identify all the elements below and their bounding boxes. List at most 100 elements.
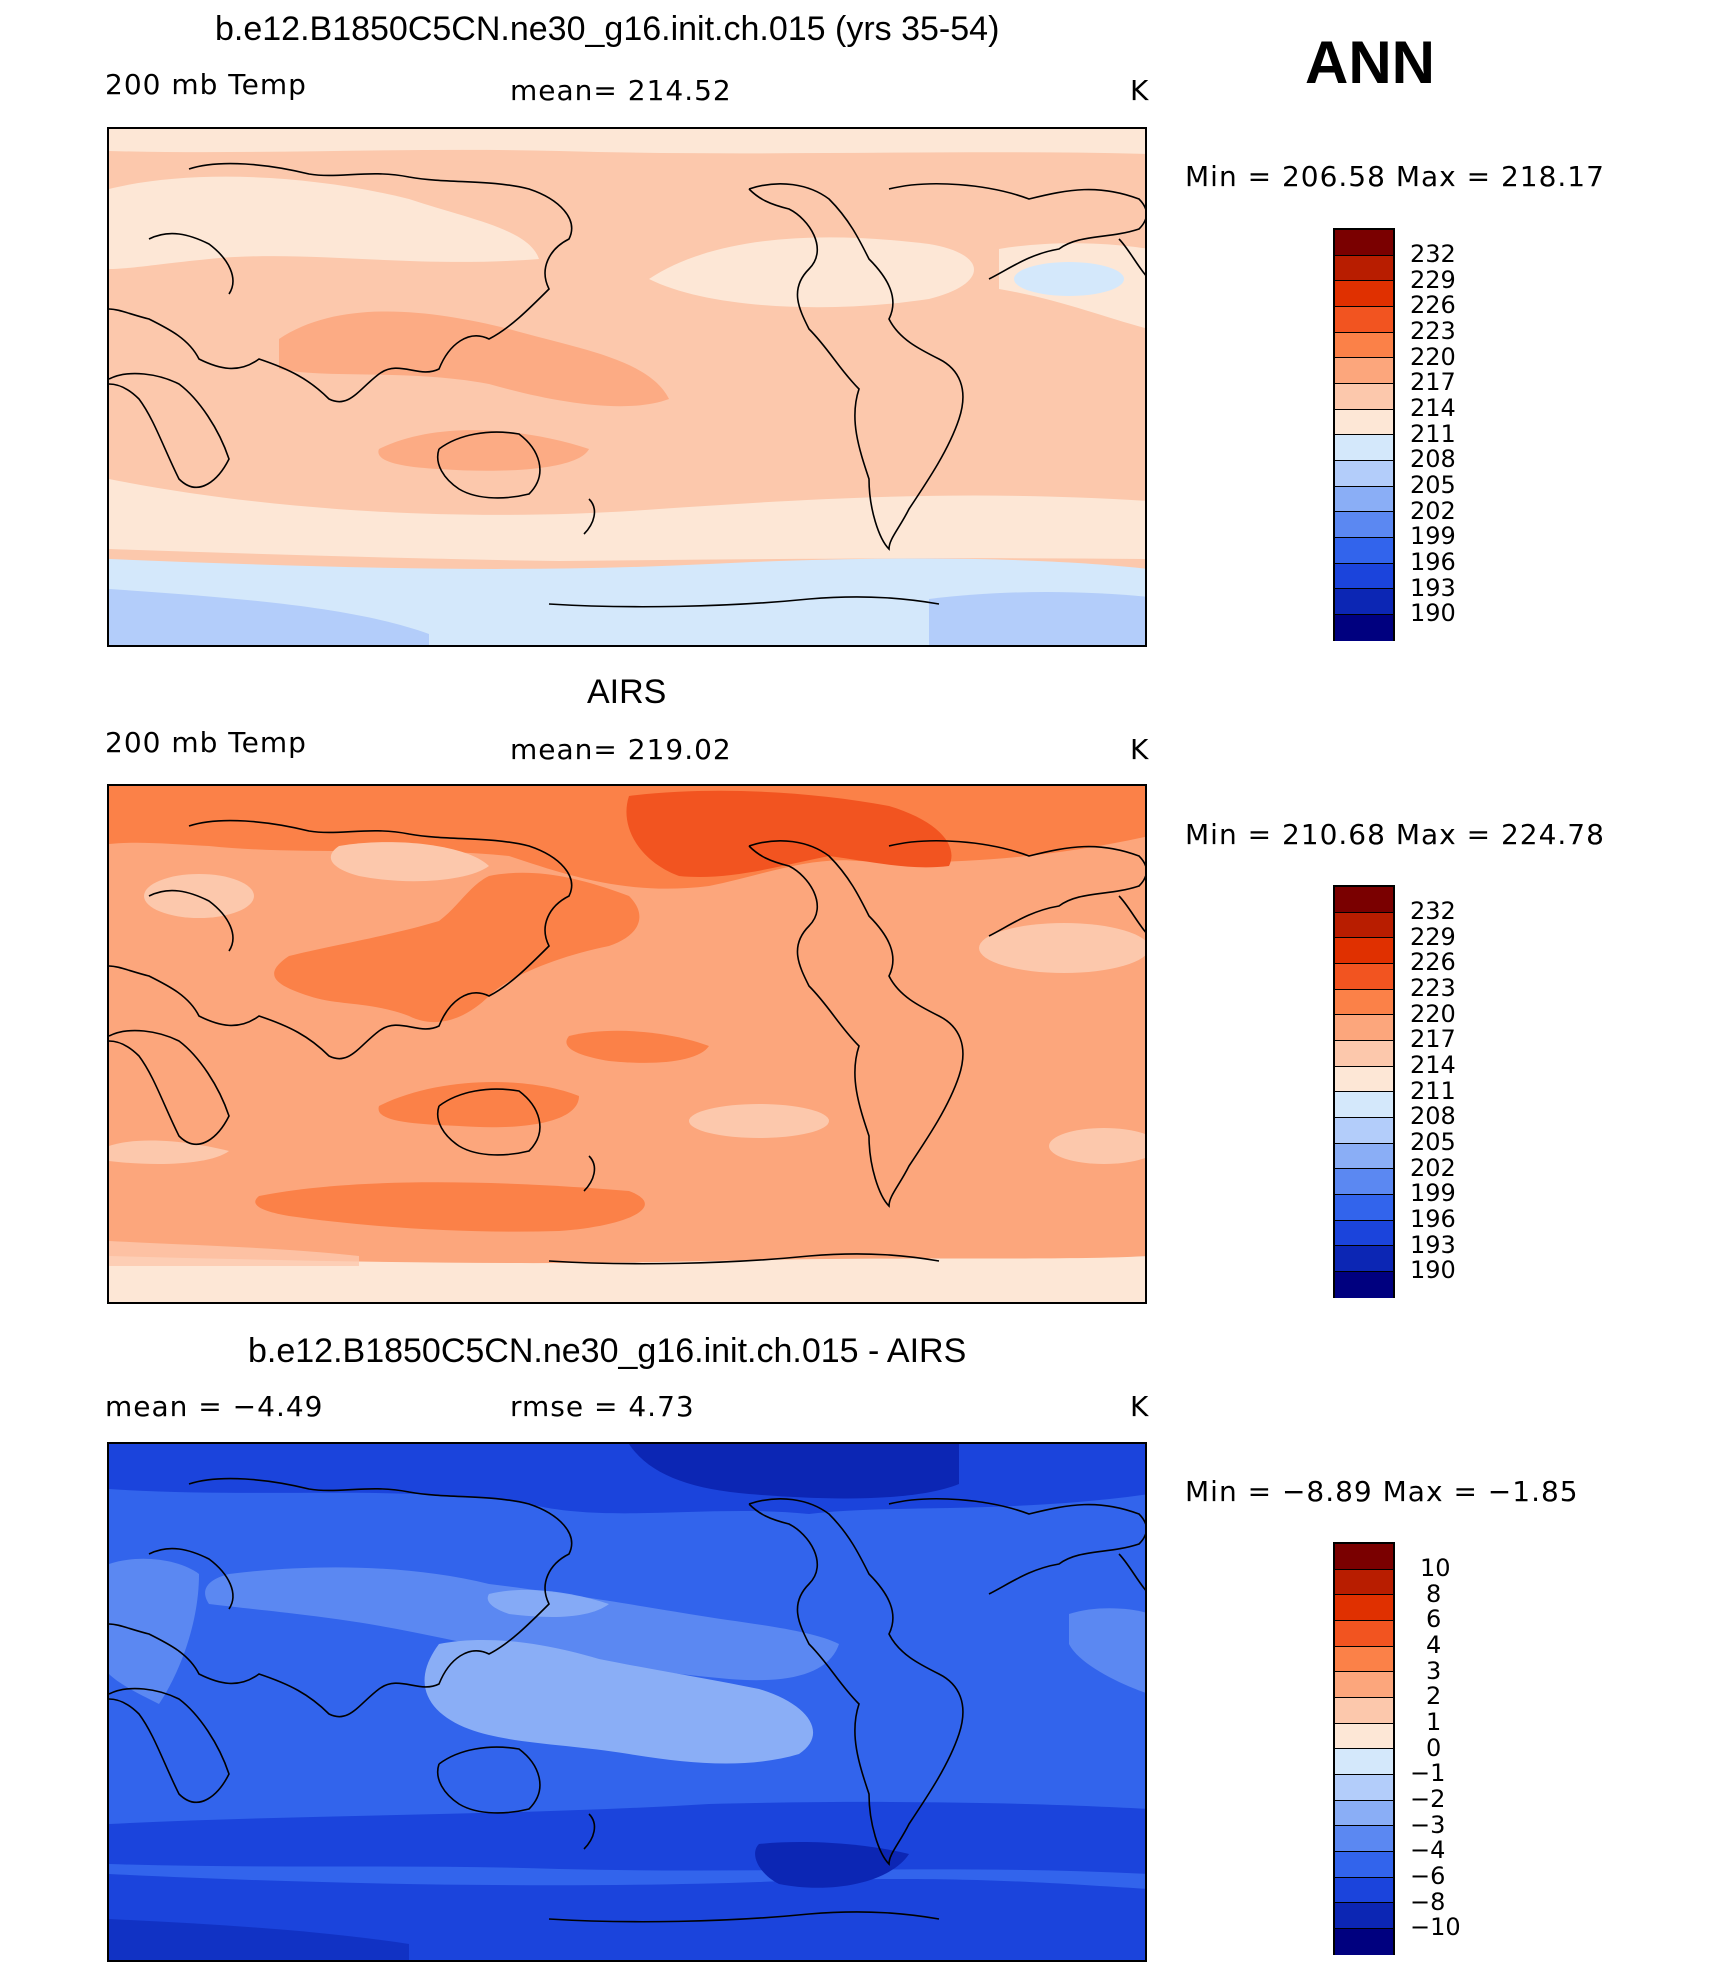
colorbar-label: 190 [1410, 1256, 1456, 1285]
colorbar-label: 214 [1410, 394, 1456, 422]
colorbar-swatch [1335, 1271, 1393, 1298]
colorbar-label: 214 [1410, 1051, 1456, 1079]
colorbar-label: 217 [1410, 1025, 1456, 1054]
colorbar-label: 193 [1410, 1230, 1456, 1259]
panel-3-rmse-label: rmse = 4.73 [510, 1390, 695, 1423]
colorbar-label: 223 [1410, 974, 1456, 1002]
panel-1-mean-label: mean= 214.52 [510, 74, 732, 107]
colorbar-swatch [1335, 1697, 1393, 1724]
colorbar-swatch [1335, 409, 1393, 436]
colorbar-label: 208 [1410, 1102, 1456, 1131]
panel-1-units: K [1130, 74, 1150, 107]
colorbar-label: 229 [1410, 922, 1456, 951]
panel-1-title: b.e12.B1850C5CN.ne30_g16.init.ch.015 (yr… [215, 10, 1000, 48]
colorbar-label: 220 [1410, 999, 1456, 1028]
colorbar-label: 199 [1410, 1179, 1456, 1208]
colorbar-swatch [1335, 1672, 1393, 1698]
panel-2-contours [109, 786, 1145, 1302]
colorbar-swatch [1335, 230, 1393, 256]
colorbar-swatch [1335, 589, 1393, 615]
colorbar-swatch [1335, 1877, 1393, 1904]
panel-2-mean-label: mean= 219.02 [510, 733, 732, 766]
colorbar-swatch [1335, 1595, 1393, 1621]
colorbar-swatch [1335, 887, 1393, 913]
colorbar-swatch [1335, 1774, 1393, 1801]
colorbar-swatch [1335, 460, 1393, 487]
colorbar-swatch [1335, 1169, 1393, 1195]
panel-3-mean-label: mean = −4.49 [105, 1390, 324, 1423]
panel-3-colorbar [1333, 1542, 1395, 1955]
panel-2-minmax: Min = 210.68 Max = 224.78 [1185, 818, 1605, 851]
panel-2-left-label: 200 mb Temp [105, 726, 307, 759]
colorbar-swatch [1335, 1646, 1393, 1673]
colorbar-label: 217 [1410, 368, 1456, 397]
colorbar-swatch [1335, 614, 1393, 641]
colorbar-swatch [1335, 1903, 1393, 1929]
colorbar-label: 220 [1410, 342, 1456, 371]
colorbar-swatch [1335, 332, 1393, 359]
colorbar-swatch [1335, 1194, 1393, 1221]
colorbar-swatch [1335, 963, 1393, 990]
colorbar-swatch [1335, 1143, 1393, 1170]
colorbar-label: 0 [1426, 1733, 1442, 1762]
colorbar-swatch [1335, 306, 1393, 333]
colorbar-swatch [1335, 255, 1393, 282]
colorbar-label: 208 [1410, 445, 1456, 474]
panel-1-left-label: 200 mb Temp [105, 68, 307, 101]
colorbar-swatch [1335, 938, 1393, 964]
colorbar-label: 226 [1410, 291, 1456, 320]
colorbar-label: −2 [1410, 1784, 1446, 1813]
colorbar-label: 223 [1410, 317, 1456, 345]
colorbar-swatch [1335, 1040, 1393, 1067]
colorbar-swatch [1335, 1092, 1393, 1118]
colorbar-swatch [1335, 1800, 1393, 1827]
panel-3-title: b.e12.B1850C5CN.ne30_g16.init.ch.015 - A… [248, 1332, 967, 1370]
colorbar-label: 226 [1410, 948, 1456, 977]
colorbar-label: 10 [1420, 1554, 1451, 1582]
colorbar-label: −8 [1410, 1887, 1446, 1916]
colorbar-swatch [1335, 435, 1393, 461]
colorbar-label: 229 [1410, 265, 1456, 294]
colorbar-swatch [1335, 989, 1393, 1016]
colorbar-label: 6 [1426, 1605, 1442, 1634]
colorbar-swatch [1335, 1826, 1393, 1852]
colorbar-label: 232 [1410, 240, 1456, 268]
panel-2-title: AIRS [587, 673, 667, 711]
colorbar-label: 205 [1410, 470, 1456, 499]
colorbar-swatch [1335, 1928, 1393, 1955]
colorbar-label: −6 [1410, 1861, 1446, 1890]
colorbar-swatch [1335, 1220, 1393, 1247]
colorbar-swatch [1335, 358, 1393, 384]
panel-2-units: K [1130, 733, 1150, 766]
colorbar-label: 205 [1410, 1127, 1456, 1156]
colorbar-swatch [1335, 1066, 1393, 1093]
panel-2-colorbar [1333, 885, 1395, 1298]
colorbar-swatch [1335, 1723, 1393, 1750]
panel-1-colorbar [1333, 228, 1395, 641]
colorbar-label: 196 [1410, 547, 1456, 576]
colorbar-label: 193 [1410, 573, 1456, 602]
colorbar-label: 202 [1410, 496, 1456, 525]
colorbar-swatch [1335, 1015, 1393, 1041]
colorbar-label: 1 [1426, 1708, 1442, 1736]
colorbar-swatch [1335, 1569, 1393, 1596]
panel-1-map [107, 127, 1147, 647]
panel-2-map [107, 784, 1147, 1304]
colorbar-label: −3 [1410, 1810, 1446, 1839]
colorbar-label: 232 [1410, 897, 1456, 925]
colorbar-label: 190 [1410, 599, 1456, 628]
colorbar-label: 211 [1410, 1076, 1456, 1105]
colorbar-label: 202 [1410, 1153, 1456, 1182]
colorbar-label: 4 [1426, 1631, 1442, 1659]
panel-3-map [107, 1442, 1147, 1962]
colorbar-label: 2 [1426, 1682, 1442, 1711]
panel-1-contours [109, 129, 1145, 645]
colorbar-label: −10 [1410, 1913, 1461, 1942]
colorbar-swatch [1335, 1117, 1393, 1144]
colorbar-swatch [1335, 512, 1393, 538]
panel-1-minmax: Min = 206.58 Max = 218.17 [1185, 160, 1605, 193]
panel-3-minmax: Min = −8.89 Max = −1.85 [1185, 1475, 1579, 1508]
colorbar-label: 8 [1426, 1579, 1442, 1608]
colorbar-swatch [1335, 1544, 1393, 1570]
colorbar-label: 3 [1426, 1656, 1442, 1685]
